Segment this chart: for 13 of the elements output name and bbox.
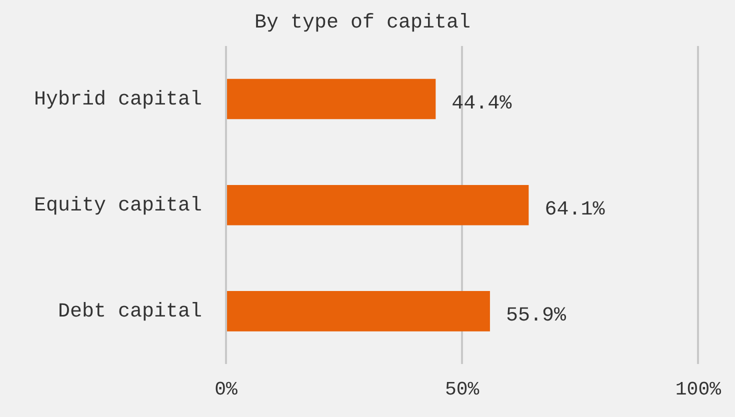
chart-title: By type of capital: [254, 11, 471, 34]
x-tick-label: 50%: [445, 378, 480, 401]
x-tick-label: 0%: [214, 378, 238, 401]
bar: [227, 184, 529, 226]
y-tick-label: Debt capital: [58, 300, 202, 324]
bar: [227, 291, 490, 332]
data-label: 55.9%: [506, 304, 567, 328]
bar: [227, 78, 436, 120]
data-label: 44.4%: [452, 92, 513, 116]
x-tick-label: 100%: [675, 378, 722, 401]
data-label: 64.1%: [544, 198, 606, 222]
y-tick-label: Hybrid capital: [34, 88, 202, 112]
y-tick-label: Equity capital: [34, 194, 202, 218]
